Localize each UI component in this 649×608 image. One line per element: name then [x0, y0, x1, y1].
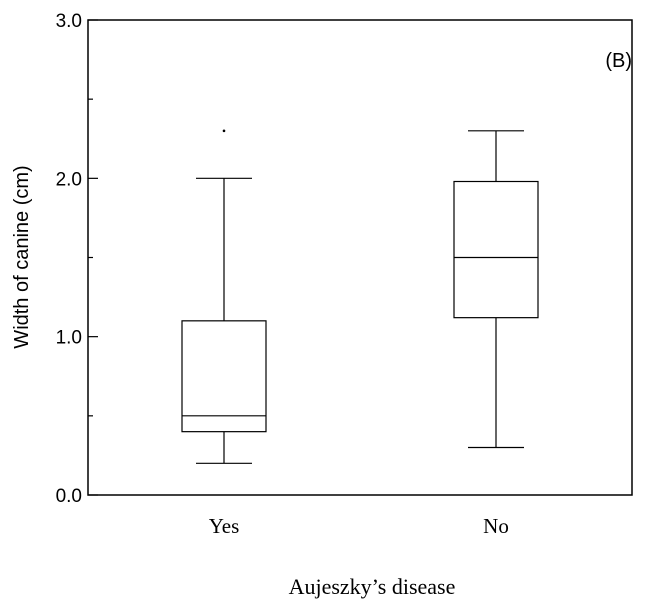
panel-label: (B) [605, 50, 632, 72]
y-tick-label: 2.0 [56, 169, 82, 190]
plot-frame [87, 19, 633, 496]
y-tick-label: 0.0 [56, 486, 82, 507]
interquartile-box [453, 180, 539, 319]
box-series [181, 129, 539, 464]
y-tick-label: 1.0 [56, 328, 82, 349]
outlier-point [222, 129, 226, 133]
y-axis: 0.0 1.0 2.0 3.0 [56, 11, 98, 507]
box-yes [181, 129, 267, 464]
interquartile-box [181, 320, 267, 433]
x-axis: Yes No [209, 514, 509, 538]
box-no [453, 130, 539, 449]
x-category-label: No [483, 514, 509, 538]
x-category-label: Yes [209, 514, 240, 538]
y-axis-title: Width of canine (cm) [11, 165, 33, 348]
x-axis-title: Aujeszky’s disease [289, 574, 456, 599]
y-tick-label: 3.0 [56, 11, 82, 32]
